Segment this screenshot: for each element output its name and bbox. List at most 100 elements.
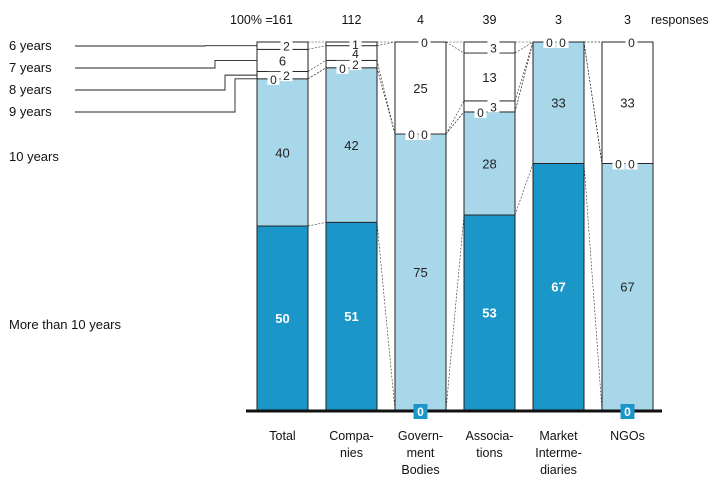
connector-line xyxy=(445,100,465,135)
legend-label: 9 years xyxy=(9,104,52,119)
category-label: Compa- xyxy=(329,429,373,443)
bar-segment xyxy=(601,41,654,164)
connector-line xyxy=(307,67,327,80)
connector-line xyxy=(445,41,465,54)
label-backdrop xyxy=(349,57,362,71)
bar-segment xyxy=(256,78,309,227)
data-label: 0 xyxy=(624,405,631,419)
category-label: Bodies xyxy=(401,463,439,477)
category-label: NGOs xyxy=(610,429,645,443)
connector-line xyxy=(376,41,396,46)
total-count: 112 xyxy=(342,13,362,27)
bar-segment xyxy=(325,67,378,223)
legend-leader-line xyxy=(75,59,257,69)
data-label: 0 xyxy=(559,36,566,50)
connector-line xyxy=(307,222,327,227)
total-prefix: 100% = xyxy=(230,13,273,27)
totals-suffix: responses xyxy=(651,13,709,27)
category-label: Govern- xyxy=(398,429,443,443)
label-backdrop xyxy=(543,35,556,48)
data-label: 67 xyxy=(551,280,565,295)
data-label: 67 xyxy=(620,280,634,295)
data-label: 0 xyxy=(546,36,553,50)
connector-line xyxy=(583,163,603,411)
total-count: 3 xyxy=(624,13,631,27)
bar-segment xyxy=(394,41,447,135)
category-label: Market xyxy=(539,429,578,443)
category-label: diaries xyxy=(540,463,577,477)
data-label: 25 xyxy=(413,81,427,96)
data-label: 0 xyxy=(339,62,346,76)
label-backdrop xyxy=(280,38,293,52)
data-label: 0 xyxy=(417,405,424,419)
connector-line xyxy=(307,60,327,72)
connector-line xyxy=(514,41,534,112)
connector-line xyxy=(376,67,396,135)
label-backdrop xyxy=(418,35,431,48)
data-label: 40 xyxy=(275,145,289,160)
label-backdrop xyxy=(625,35,638,48)
data-label: 0 xyxy=(628,157,635,171)
connector-line xyxy=(514,41,534,101)
data-label: 3 xyxy=(490,42,497,56)
data-label: 0 xyxy=(421,128,428,142)
category-label: ment xyxy=(407,446,435,460)
connector-line xyxy=(376,60,396,135)
label-backdrop xyxy=(336,60,349,74)
data-label: 33 xyxy=(551,96,565,111)
connector-line xyxy=(583,41,603,164)
data-label: 51 xyxy=(344,309,358,324)
category-label: Total xyxy=(269,429,295,443)
bar-segment xyxy=(463,111,516,216)
data-label: 2 xyxy=(352,58,359,72)
label-backdrop xyxy=(405,127,418,140)
data-label: 2 xyxy=(283,40,290,54)
data-label: 0 xyxy=(408,128,415,142)
total-count: 39 xyxy=(483,13,497,27)
connector-line xyxy=(445,214,465,411)
connector-line xyxy=(514,163,534,216)
data-label: 33 xyxy=(620,96,634,111)
label-backdrop xyxy=(280,68,293,82)
data-label: 0 xyxy=(477,106,484,120)
legend-leader-line xyxy=(75,74,257,91)
data-label: 6 xyxy=(279,53,286,68)
data-label: 53 xyxy=(482,305,496,320)
bar-segment xyxy=(463,214,516,411)
data-label: 42 xyxy=(344,138,358,153)
data-label: 1 xyxy=(352,38,359,52)
total-count: 4 xyxy=(417,13,424,27)
category-label: Interme- xyxy=(535,446,582,460)
label-backdrop xyxy=(612,156,625,170)
label-backdrop xyxy=(267,71,280,85)
data-label: 0 xyxy=(270,73,277,87)
category-label: nies xyxy=(340,446,363,460)
total-count: 161 xyxy=(272,13,293,27)
category-label: tions xyxy=(476,446,502,460)
label-backdrop xyxy=(474,104,487,118)
data-label: 3 xyxy=(490,100,497,114)
legend-leader-line xyxy=(75,78,257,113)
legend-label: 10 years xyxy=(9,149,59,164)
connector-line xyxy=(445,111,465,135)
data-label: 4 xyxy=(352,47,359,61)
label-backdrop xyxy=(487,99,500,113)
bar-segment xyxy=(532,162,585,411)
total-count: 3 xyxy=(555,13,562,27)
data-label: 0 xyxy=(628,36,635,50)
legend-label: 8 years xyxy=(9,82,52,97)
data-label: 75 xyxy=(413,265,427,280)
data-label: 0 xyxy=(615,157,622,171)
data-label: 28 xyxy=(482,156,496,171)
data-label: 2 xyxy=(283,69,290,83)
zero-badge xyxy=(413,404,428,419)
connector-line xyxy=(307,45,327,50)
label-backdrop xyxy=(487,40,500,54)
data-label: 13 xyxy=(482,70,496,85)
legend-label: 7 years xyxy=(9,60,52,75)
label-backdrop xyxy=(418,127,431,140)
label-backdrop xyxy=(556,35,569,48)
connector-line xyxy=(376,222,396,411)
bar-segment xyxy=(601,162,654,411)
